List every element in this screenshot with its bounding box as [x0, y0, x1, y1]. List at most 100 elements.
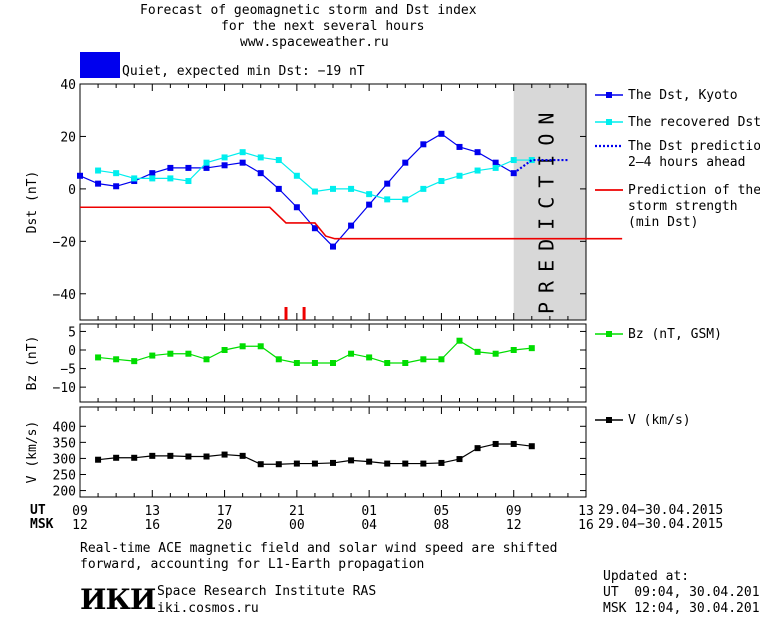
data-point [95, 354, 102, 361]
series-line [98, 339, 532, 364]
updated-msk: MSK 12:04, 30.04.2015 [603, 601, 760, 616]
data-point [402, 196, 409, 203]
data-point [149, 175, 156, 182]
y-axis-title-2: Bz (nT) [25, 336, 40, 391]
data-point [239, 149, 246, 156]
data-point [311, 188, 318, 195]
data-point [438, 130, 445, 137]
data-point [131, 175, 138, 182]
legend-label: storm strength [628, 199, 738, 214]
data-point [330, 243, 336, 250]
data-point [293, 360, 300, 366]
data-point [239, 343, 246, 350]
legend-label: 2–4 hours ahead [628, 155, 745, 170]
data-point [293, 460, 300, 467]
y-tick-label: 250 [53, 469, 76, 484]
series-line [79, 133, 515, 248]
data-point [275, 461, 282, 468]
data-point [384, 460, 391, 467]
data-point [221, 347, 228, 353]
msk-tick-label: 16 [144, 518, 160, 533]
ut-tick-label: 09 [72, 504, 88, 519]
y-tick-label: 0 [68, 344, 76, 359]
y-tick-label: −40 [53, 288, 76, 303]
data-point [492, 164, 499, 171]
prediction-band [513, 84, 586, 320]
legend-label: The recovered Dst [628, 115, 760, 130]
data-point [203, 453, 210, 460]
updated-label: Updated at: [603, 569, 690, 584]
data-point [257, 461, 264, 468]
data-point [492, 350, 499, 357]
data-point [95, 167, 102, 174]
data-point [456, 172, 463, 179]
data-point [275, 157, 282, 164]
data-point [275, 185, 282, 192]
data-point [456, 456, 463, 463]
msk-tick-label: 00 [289, 518, 305, 533]
data-point [257, 154, 264, 161]
data-point [149, 452, 156, 459]
updated-ut: UT 09:04, 30.04.2015 [603, 585, 760, 600]
legend-marker [606, 417, 612, 423]
ut-tick-label: 05 [434, 504, 450, 519]
y-axis-title-1: Dst (nT) [25, 171, 40, 234]
data-point [293, 172, 300, 179]
legend-marker [606, 331, 612, 337]
msk-tick-label: 16 [578, 518, 594, 533]
data-point [510, 157, 517, 164]
data-point [185, 178, 192, 185]
ut-tick-label: 21 [289, 504, 305, 519]
legend-label: Prediction of the [628, 183, 760, 198]
data-point [420, 185, 427, 192]
data-point [203, 164, 210, 171]
data-point [167, 164, 174, 171]
series-line [513, 158, 568, 175]
legend-label: Bz (nT, GSM) [628, 327, 722, 342]
legend-marker [606, 119, 612, 125]
y-tick-label: 20 [60, 130, 76, 145]
series-line [80, 206, 623, 240]
status-indicator-box [80, 52, 120, 78]
data-point [149, 352, 156, 359]
ut-tick-label: 17 [217, 504, 233, 519]
ut-tick-label: 13 [578, 504, 594, 519]
msk-tick-label: 20 [217, 518, 233, 533]
data-point [293, 204, 300, 211]
data-point [366, 201, 373, 208]
panel-frame-1 [79, 83, 587, 321]
data-point [366, 354, 373, 361]
chart-title-line-1: Forecast of geomagnetic storm and Dst in… [140, 3, 477, 18]
data-point [492, 440, 499, 447]
data-point [239, 452, 246, 459]
data-point [492, 159, 499, 166]
data-point [113, 454, 120, 461]
data-point [95, 456, 102, 463]
data-point [402, 460, 409, 467]
data-point [348, 457, 355, 464]
y-tick-label: 5 [68, 325, 76, 340]
data-point [113, 356, 120, 363]
y-axis-title-3: V (km/s) [25, 421, 40, 484]
data-point [348, 185, 355, 192]
data-point [330, 459, 336, 466]
institute-site-link[interactable]: iki.cosmos.ru [157, 601, 259, 616]
ut-tick-label: 13 [144, 504, 160, 519]
data-point [311, 360, 318, 366]
y-tick-label: −10 [53, 381, 76, 396]
data-point [77, 172, 83, 179]
data-point [366, 191, 373, 198]
y-tick-label: −5 [60, 363, 76, 378]
data-point [528, 157, 535, 164]
data-point [311, 460, 318, 467]
data-point [384, 180, 391, 187]
y-tick-label: 40 [60, 78, 76, 93]
data-point [330, 185, 336, 192]
msk-tick-label: 08 [434, 518, 450, 533]
data-point [167, 175, 174, 182]
footer-note-line-1: Real-time ACE magnetic field and solar w… [80, 541, 558, 556]
data-point [167, 452, 174, 459]
msk-tick-label: 12 [72, 518, 88, 533]
msk-tick-label: 12 [506, 518, 522, 533]
data-point [510, 347, 517, 353]
